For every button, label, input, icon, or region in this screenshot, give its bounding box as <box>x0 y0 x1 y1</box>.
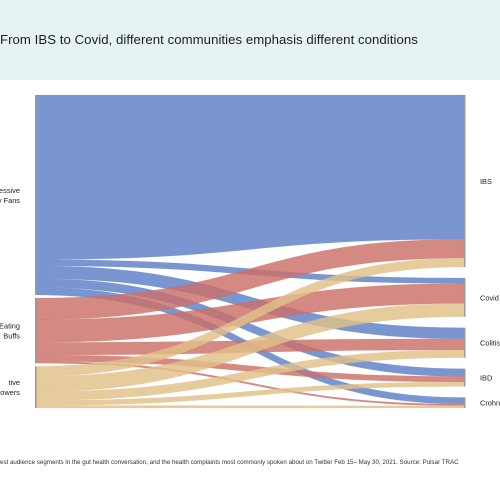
chart-title: From IBS to Covid, different communities… <box>0 32 418 47</box>
source-label-s3-line-0: tive <box>8 378 20 387</box>
target-label-t3: Colitis <box>480 339 500 348</box>
target-node-t3 <box>464 327 466 358</box>
target-node-t5 <box>464 397 466 408</box>
header-banner <box>0 0 500 80</box>
chart-caption: est audience segments in the gut health … <box>0 459 459 466</box>
flow-s3-t4 <box>36 381 465 406</box>
target-label-t4: IBD <box>480 374 492 383</box>
flow-s3-t2 <box>36 303 465 392</box>
flow-s3-t5 <box>36 405 465 409</box>
target-label-t5: Crohn <box>480 399 500 408</box>
target-label-t2: Covid <box>480 293 499 302</box>
target-node-t2 <box>464 277 466 317</box>
source-label-s3-line-1: owers <box>0 388 20 397</box>
source-node-s2 <box>35 298 37 364</box>
nodes <box>35 95 466 408</box>
source-label-s2-line-0: Eating <box>0 322 20 331</box>
flow-links <box>36 94 465 409</box>
source-node-s3 <box>35 366 37 408</box>
target-node-t1 <box>464 95 466 267</box>
target-label-t1: IBS <box>480 177 492 186</box>
source-node-s1 <box>35 95 37 296</box>
source-label-s1-line-0: ressive <box>0 186 20 195</box>
source-label-s2-line-1: Buffs <box>3 332 20 341</box>
flow-s1-t1 <box>36 94 465 260</box>
target-node-t4 <box>464 368 466 387</box>
source-label-s1-line-1: ry Fans <box>0 196 20 205</box>
